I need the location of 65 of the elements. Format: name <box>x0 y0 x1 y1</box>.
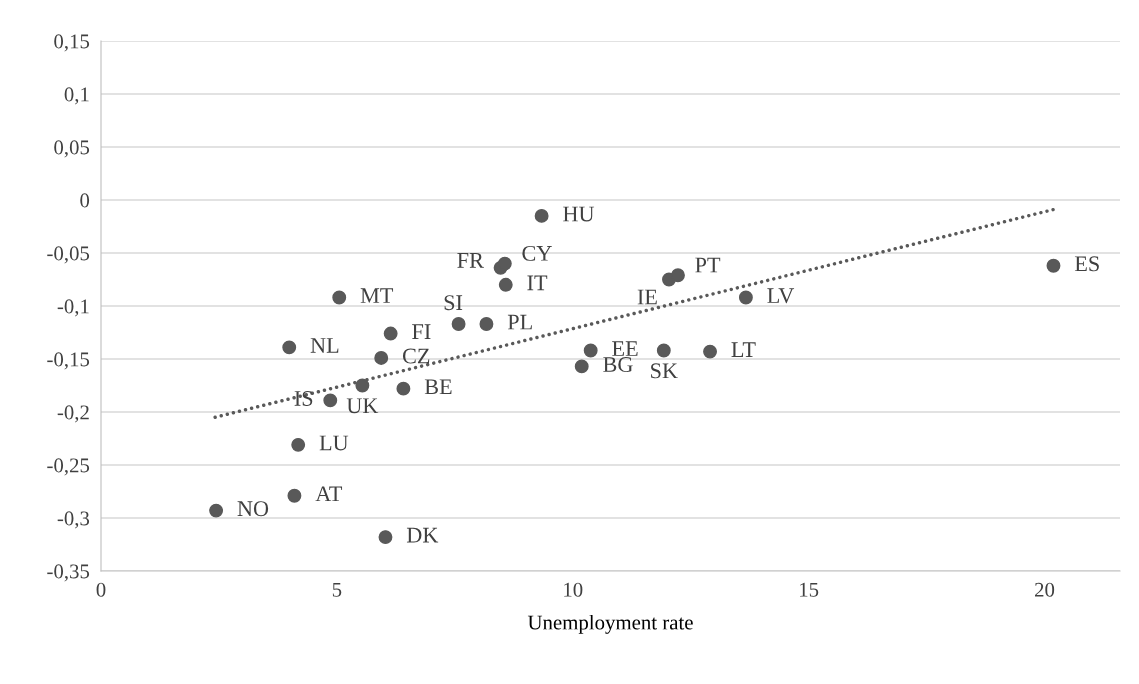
annotation: ES <box>1074 256 1099 272</box>
annotation: SK <box>651 363 678 379</box>
point <box>671 268 685 283</box>
point <box>497 256 512 271</box>
annotation: NL <box>310 338 339 353</box>
y-tick-label: 0 <box>80 193 90 208</box>
x-tick-label: 0 <box>96 582 106 597</box>
y-tick-label: -0,2 <box>57 405 89 423</box>
annotation: FI <box>412 324 431 339</box>
annotation: MT <box>360 288 394 303</box>
point <box>396 381 411 396</box>
annotation: UK <box>346 398 379 414</box>
point <box>383 326 398 341</box>
annotation: FR <box>457 253 484 268</box>
y-tick-label: -0,25 <box>47 458 90 476</box>
y-tick-label: 0,15 <box>54 34 90 52</box>
point <box>479 317 494 331</box>
y-tick-label: -0,35 <box>47 564 90 582</box>
annotation: BE <box>424 379 452 395</box>
point <box>287 488 302 503</box>
point <box>378 530 393 545</box>
annotation: HU <box>563 206 595 222</box>
point <box>374 350 389 365</box>
point <box>1046 258 1061 273</box>
annotation: PT <box>695 257 721 273</box>
point <box>209 503 224 518</box>
annotation: CY <box>522 245 552 261</box>
annotation: CZ <box>402 348 430 364</box>
point <box>656 343 671 358</box>
annotation: AT <box>315 486 343 502</box>
point <box>355 378 370 393</box>
y-tick-label: -0,3 <box>57 511 90 529</box>
point <box>498 277 513 292</box>
annotation: DK <box>406 527 439 543</box>
annotation: IE <box>637 289 657 305</box>
annotation: EE <box>612 341 638 356</box>
x-tick-label: 15 <box>800 582 819 597</box>
annotation: IT <box>527 275 548 291</box>
point <box>534 208 549 223</box>
point <box>574 359 589 374</box>
point <box>738 290 753 305</box>
annotation: NO <box>237 501 269 517</box>
annotation: PL <box>507 314 532 330</box>
annotation: LV <box>767 288 795 304</box>
annotation: IS <box>294 390 313 406</box>
y-tick-label: 0,05 <box>54 140 90 158</box>
point <box>323 393 338 408</box>
annotation: LT <box>731 342 756 357</box>
x-tick-label: 20 <box>1035 582 1055 597</box>
x-tick-label: 5 <box>332 582 342 597</box>
annotation: BG <box>603 357 633 372</box>
y-tick-label: -0,05 <box>47 246 90 264</box>
point <box>291 437 306 452</box>
y-tick-label: -0,15 <box>47 352 90 370</box>
point <box>703 344 717 359</box>
point <box>451 317 466 331</box>
annotation: LU <box>319 435 349 451</box>
point <box>282 340 297 355</box>
annotation: SI <box>444 295 463 311</box>
point <box>583 343 598 358</box>
y-tick-label: 0,1 <box>64 87 89 105</box>
point <box>332 290 347 305</box>
y-tick-label: -0,1 <box>57 299 89 317</box>
x-tick-label: 10 <box>564 582 583 597</box>
x-axis-title: Unemployment rate <box>527 614 693 634</box>
